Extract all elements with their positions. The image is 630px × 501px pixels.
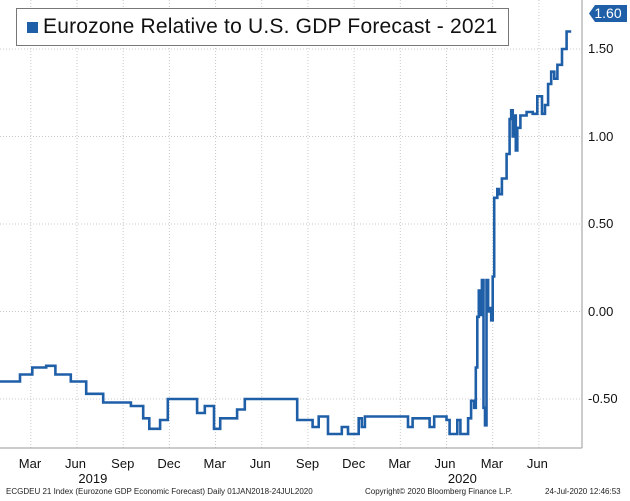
x-tick-label: Mar — [203, 456, 226, 471]
y-tick-label: -0.50 — [588, 391, 618, 406]
x-tick-label: Mar — [480, 456, 504, 471]
y-tick-label: 0.00 — [588, 303, 614, 319]
footer-timestamp: 24-Jul-2020 12:46:53 — [545, 487, 621, 496]
x-tick-label: Sep — [111, 456, 135, 471]
x-tick-label: Sep — [295, 456, 320, 471]
x-tick-label: Jun — [526, 456, 548, 471]
last-value-badge: 1.60 — [589, 5, 627, 22]
last-value-badge-shape — [589, 5, 627, 22]
x-tick-label: Jun — [249, 456, 271, 471]
legend-swatch — [27, 21, 38, 33]
x-tick-label: Jun — [434, 456, 456, 471]
x-tick-label: Jun — [64, 456, 86, 471]
y-tick-label: 1.00 — [588, 128, 614, 144]
x-tick-label: Mar — [18, 456, 42, 471]
y-tick-label: 1.50 — [588, 41, 614, 56]
x-year-label: 2020 — [447, 471, 477, 486]
x-tick-label: Dec — [342, 456, 366, 471]
x-year-label: 2019 — [78, 471, 108, 486]
footer-index-info: ECGDEU 21 Index (Eurozone GDP Economic F… — [6, 487, 313, 496]
x-tick-label: Dec — [157, 456, 181, 471]
last-value-label: 1.60 — [594, 5, 622, 21]
x-tick-label: Mar — [388, 456, 411, 471]
series-group — [0, 30, 572, 436]
series-line — [0, 30, 572, 436]
chart-title: Eurozone Relative to U.S. GDP Forecast -… — [43, 15, 498, 38]
legend: Eurozone Relative to U.S. GDP Forecast -… — [16, 8, 509, 46]
footer-copyright: Copyright© 2020 Bloomberg Finance L.P. — [365, 487, 513, 496]
y-tick-label: 0.50 — [588, 216, 614, 231]
